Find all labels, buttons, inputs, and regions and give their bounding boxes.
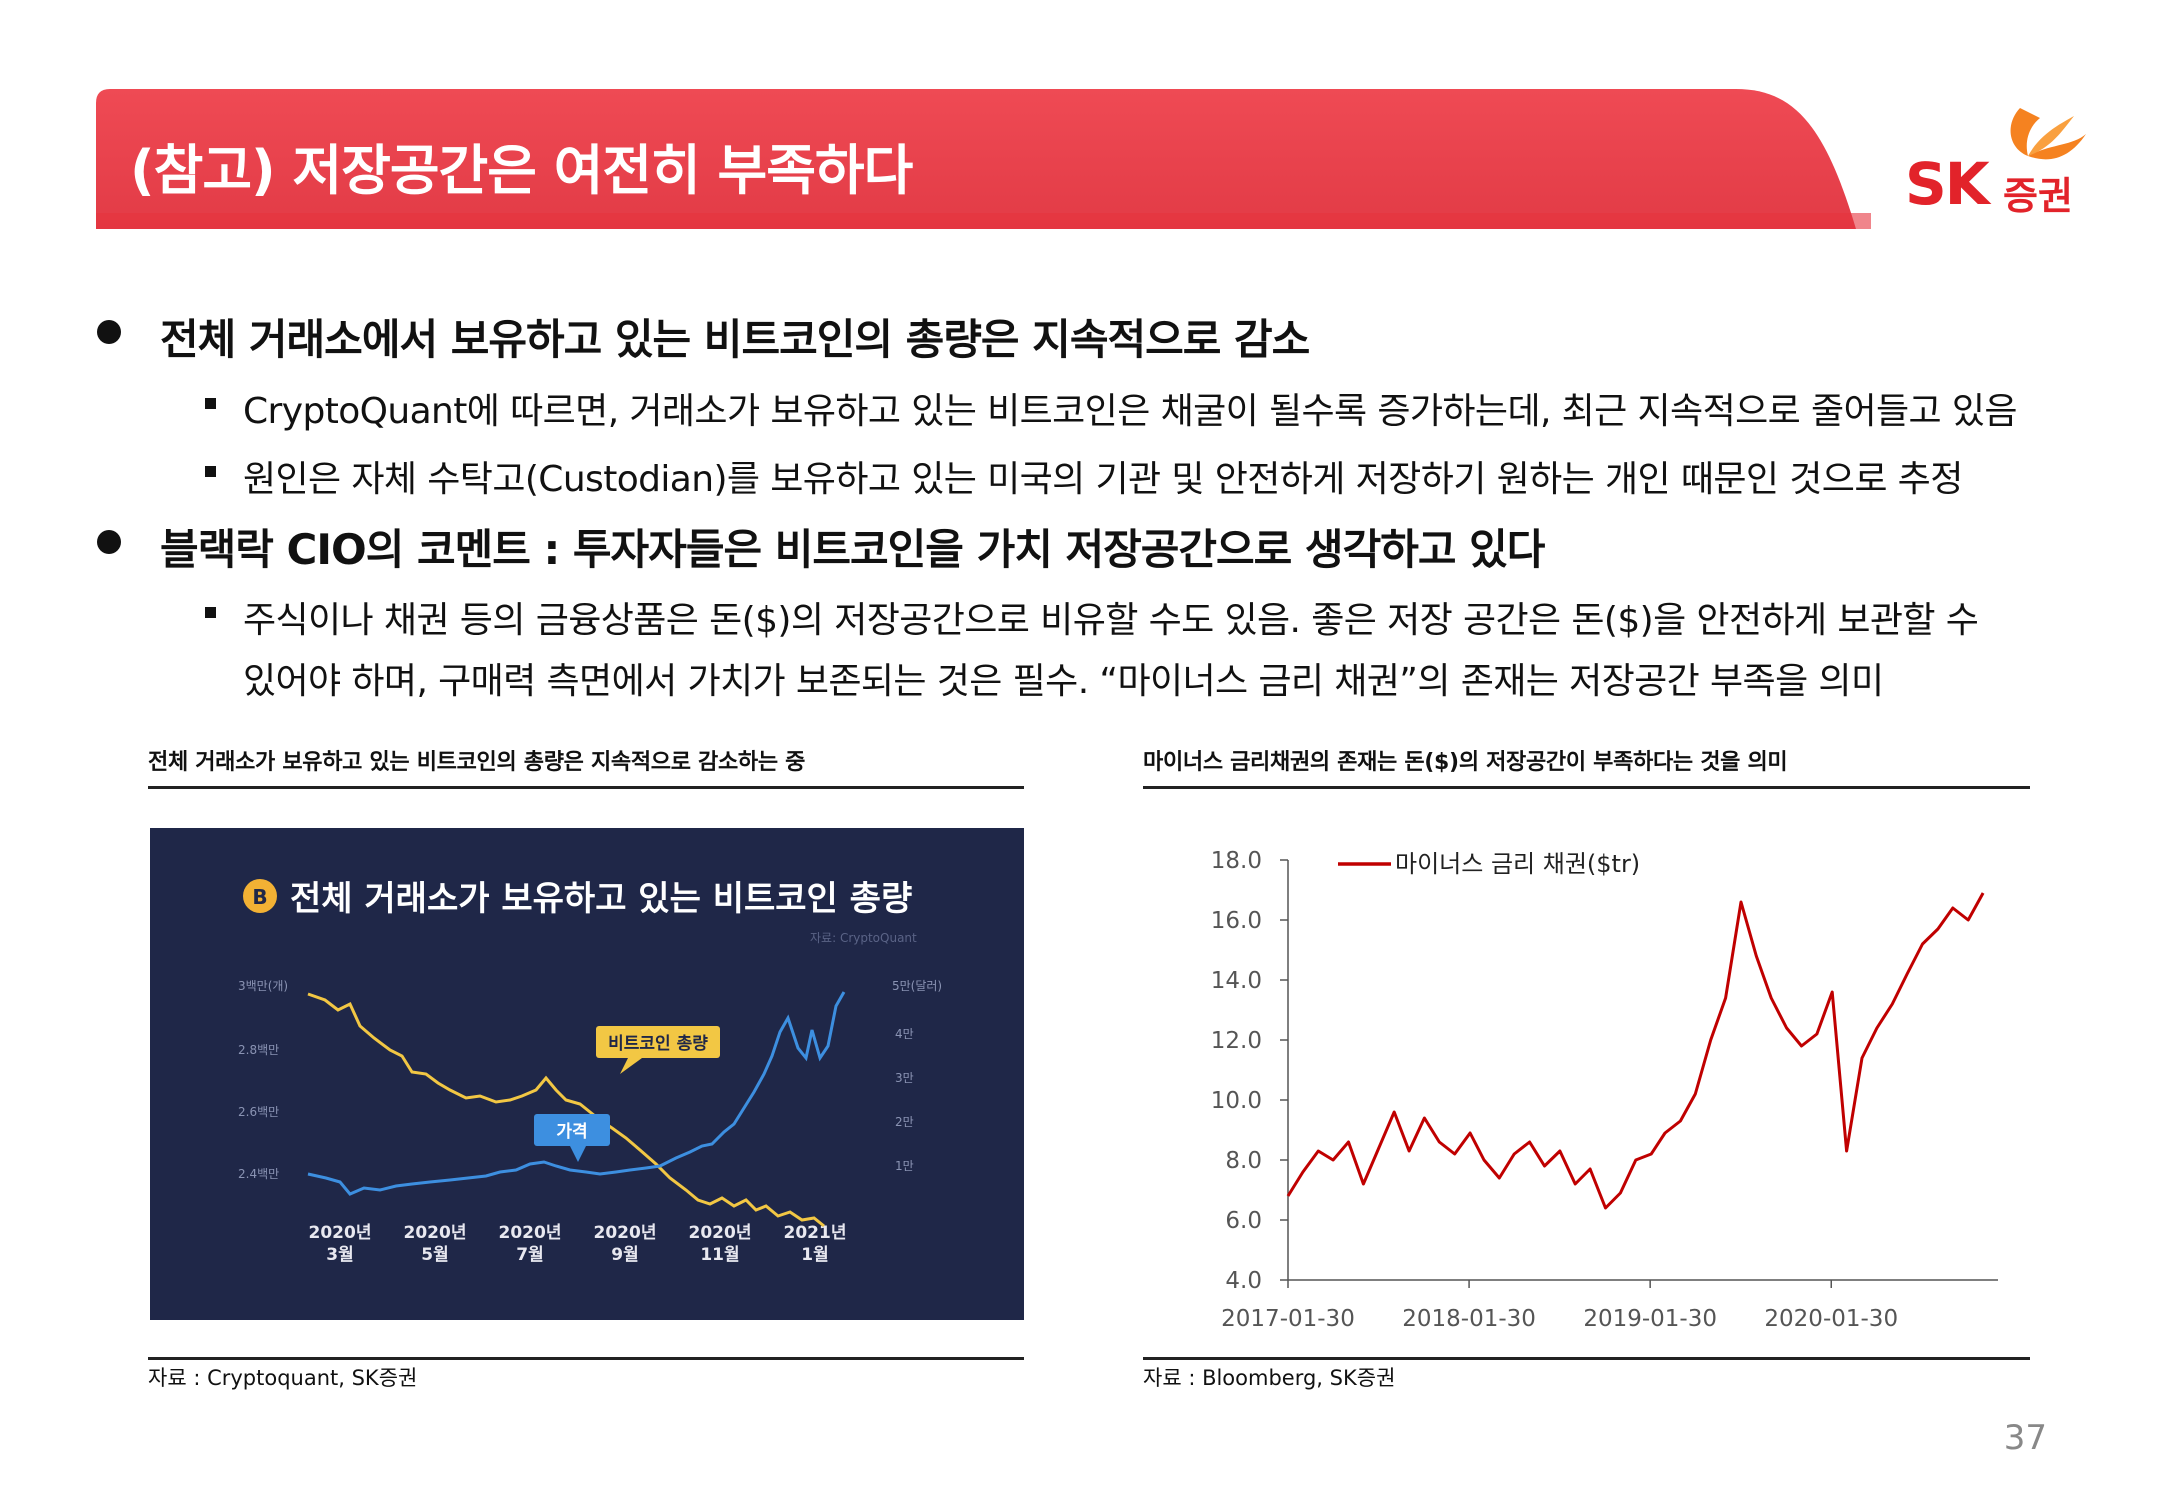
caption-rule (1143, 786, 2030, 789)
sub-bullet-marker (205, 466, 216, 477)
sk-butterfly-logo-icon (2010, 108, 2086, 160)
logo-brand-text: SK (1905, 150, 1990, 218)
right-tick-label: 4만 (895, 1027, 914, 1041)
x-year-label: 2020년 (309, 1223, 372, 1243)
source-rule (148, 1357, 1024, 1360)
sub-bullet-1-1: CryptoQuant에 따르면, 거래소가 보유하고 있는 비트코인은 채굴이… (243, 391, 2018, 432)
legend-label: 마이너스 금리 채권($tr) (1395, 850, 1640, 878)
image-title: 전체 거래소가 보유하고 있는 비트코인 총량 (290, 879, 912, 919)
x-month-label: 9월 (611, 1245, 638, 1265)
x-tick-label: 2020-01-30 (1764, 1306, 1898, 1332)
bitcoin-icon (243, 879, 277, 913)
sub-bullet-marker (205, 607, 216, 618)
y-tick-label: 18.0 (1211, 848, 1262, 874)
left-tick-label: 2.8백만 (238, 1043, 279, 1057)
svg-text:비트코인 총량: 비트코인 총량 (608, 1034, 708, 1054)
x-tick-label: 2017-01-30 (1221, 1306, 1355, 1332)
x-month-label: 3월 (326, 1245, 353, 1265)
caption-rule (148, 786, 1024, 789)
x-year-label: 2020년 (499, 1223, 562, 1243)
sub-bullet-1-2: 원인은 자체 수탁고(Custodian)를 보유하고 있는 미국의 기관 및 … (243, 459, 1963, 500)
y-tick-label: 16.0 (1211, 908, 1262, 934)
logo-sub-text: 증권 (2003, 174, 2073, 218)
right-unit-label: 5만(달러) (892, 979, 942, 993)
page-title: (참고) 저장공간은 여전히 부족하다 (130, 139, 913, 202)
series-line-negative-yield-bonds (1286, 892, 1985, 1210)
svg-text:가격: 가격 (556, 1122, 587, 1142)
sub-bullet-marker (205, 398, 216, 409)
svg-text:B: B (252, 885, 267, 909)
right-tick-label: 3만 (895, 1071, 914, 1085)
y-tick-label: 8.0 (1225, 1148, 1262, 1174)
x-month-label: 11월 (700, 1245, 739, 1265)
header-banner (96, 89, 1871, 229)
exchange-btc-reserve-image: B 전체 거래소가 보유하고 있는 비트코인 총량 자료: CryptoQuan… (150, 828, 1024, 1320)
page-number: 37 (2003, 1418, 2047, 1458)
x-tick-label: 2019-01-30 (1583, 1306, 1717, 1332)
exchange-total-line (307, 992, 825, 1228)
y-tick-label: 12.0 (1211, 1028, 1262, 1054)
x-year-label: 2020년 (594, 1223, 657, 1243)
left-source: 자료 : Cryptoquant, SK증권 (148, 1366, 418, 1390)
right-source: 자료 : Bloomberg, SK증권 (1143, 1366, 1396, 1390)
image-credit: 자료: CryptoQuant (810, 931, 917, 945)
bullet-dot (97, 530, 121, 554)
left-chart-caption: 전체 거래소가 보유하고 있는 비트코인의 총량은 지속적으로 감소하는 중 (148, 750, 806, 775)
y-tick-label: 10.0 (1211, 1088, 1262, 1114)
bullet-heading-2: 블랙락 CIO의 코멘트 : 투자자들은 비트코인을 가치 저장공간으로 생각하… (160, 525, 1545, 574)
right-chart-caption: 마이너스 금리채권의 존재는 돈($)의 저장공간이 부족하다는 것을 의미 (1143, 750, 1788, 775)
bullet-dot (97, 320, 121, 344)
left-tick-label: 2.4백만 (238, 1167, 279, 1181)
right-tick-label: 2만 (895, 1115, 914, 1129)
x-year-label: 2020년 (404, 1223, 467, 1243)
x-month-label: 7월 (516, 1245, 543, 1265)
x-month-label: 1월 (801, 1245, 828, 1265)
right-tick-label: 1만 (895, 1159, 914, 1173)
bullet-heading-1: 전체 거래소에서 보유하고 있는 비트코인의 총량은 지속적으로 감소 (160, 315, 1310, 364)
x-month-label: 5월 (421, 1245, 448, 1265)
y-tick-label: 6.0 (1225, 1208, 1262, 1234)
x-tick-label: 2018-01-30 (1402, 1306, 1536, 1332)
price-line (307, 991, 846, 1196)
x-year-label: 2021년 (784, 1223, 847, 1243)
label-price-callout: 가격 (534, 1114, 610, 1162)
y-tick-label: 4.0 (1225, 1268, 1262, 1294)
negative-yield-bond-chart: 4.0 6.0 8.0 10.0 12.0 14.0 16.0 18.0 2017-01-30 2… (1211, 848, 1998, 1332)
sub-bullet-2-1: 주식이나 채권 등의 금융상품은 돈($)의 저장공간으로 비유할 수도 있음.… (243, 600, 1979, 641)
sub-bullet-2-1-cont: 있어야 하며, 구매력 측면에서 가치가 보존되는 것은 필수. “마이너스 금… (243, 661, 1884, 702)
left-tick-label: 2.6백만 (238, 1105, 279, 1119)
source-rule (1143, 1357, 2030, 1360)
left-unit-label: 3백만(개) (238, 979, 288, 993)
y-tick-label: 14.0 (1211, 968, 1262, 994)
label-total-callout: 비트코인 총량 (596, 1026, 720, 1074)
x-year-label: 2020년 (689, 1223, 752, 1243)
